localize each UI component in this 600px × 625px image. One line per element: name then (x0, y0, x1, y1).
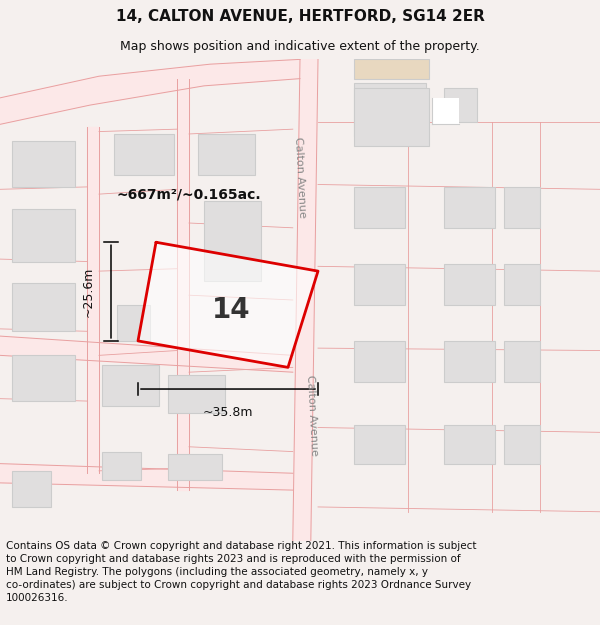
Bar (354, 187, 405, 228)
Bar (12, 471, 51, 507)
Bar (117, 305, 150, 341)
Bar (198, 134, 255, 175)
Bar (354, 425, 405, 464)
Polygon shape (293, 59, 318, 541)
Text: Contains OS data © Crown copyright and database right 2021. This information is : Contains OS data © Crown copyright and d… (6, 541, 476, 603)
Bar (12, 356, 75, 401)
Bar (168, 454, 222, 481)
Bar (444, 264, 495, 305)
Text: Calton Avenue: Calton Avenue (293, 136, 307, 218)
Bar (444, 88, 477, 122)
Bar (354, 341, 405, 382)
Bar (444, 425, 495, 464)
Bar (504, 341, 540, 382)
Bar (102, 365, 159, 406)
Polygon shape (0, 464, 293, 490)
Bar (504, 187, 540, 228)
Polygon shape (0, 336, 293, 372)
Bar (354, 88, 429, 146)
Text: ~667m²/~0.165ac.: ~667m²/~0.165ac. (117, 187, 262, 201)
Bar (12, 283, 75, 331)
Bar (168, 374, 225, 413)
Bar (12, 141, 75, 187)
Bar (444, 187, 495, 228)
Text: Map shows position and indicative extent of the property.: Map shows position and indicative extent… (120, 40, 480, 52)
Bar (12, 209, 75, 261)
Text: Calton Avenue: Calton Avenue (305, 375, 319, 456)
Bar (504, 425, 540, 464)
Bar (354, 59, 429, 79)
Bar (102, 452, 141, 481)
Polygon shape (0, 59, 300, 124)
Text: 14: 14 (212, 296, 250, 324)
Text: ~35.8m: ~35.8m (203, 406, 253, 419)
Bar (354, 83, 426, 136)
Bar (432, 98, 459, 124)
Bar (114, 134, 174, 175)
Text: 14, CALTON AVENUE, HERTFORD, SG14 2ER: 14, CALTON AVENUE, HERTFORD, SG14 2ER (116, 9, 484, 24)
Text: ~25.6m: ~25.6m (82, 266, 95, 317)
Polygon shape (177, 79, 189, 490)
Bar (354, 264, 405, 305)
Polygon shape (87, 127, 99, 473)
Bar (444, 341, 495, 382)
Bar (204, 201, 261, 281)
Polygon shape (138, 242, 318, 368)
Bar (504, 264, 540, 305)
